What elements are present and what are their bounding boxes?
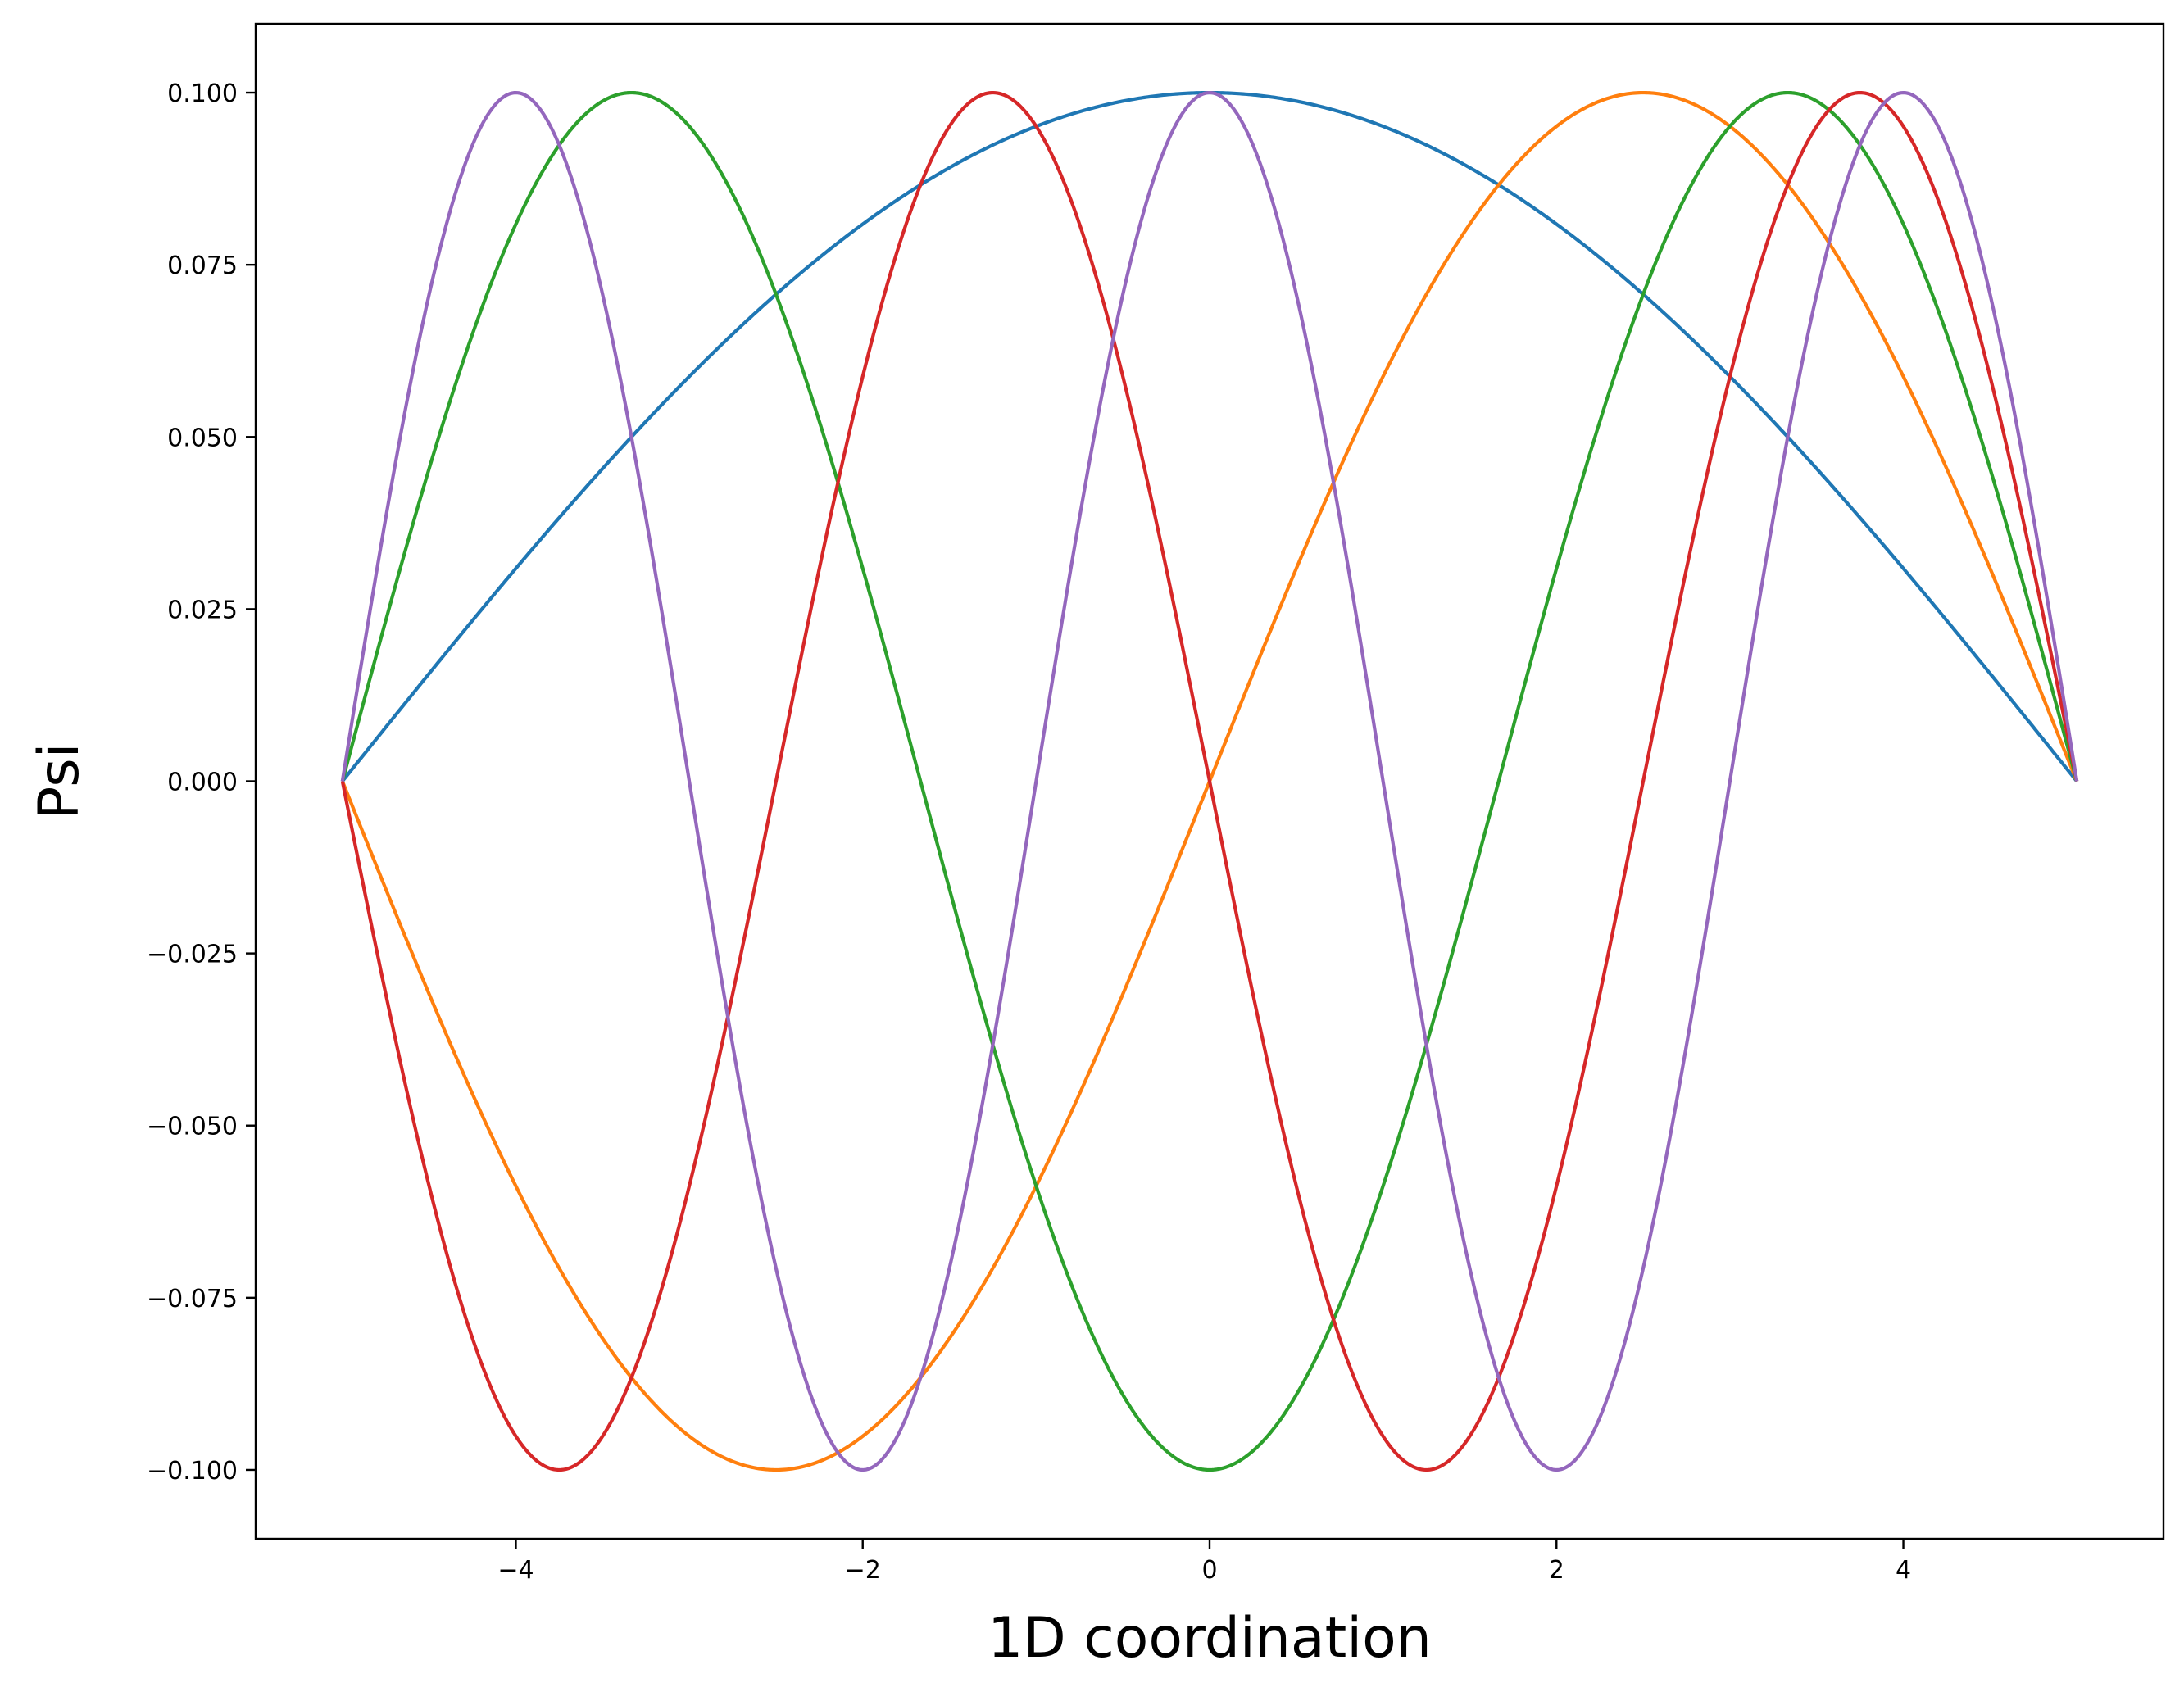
x-tick-label: −4 xyxy=(497,1556,534,1585)
x-tick-label: 0 xyxy=(1201,1556,1217,1585)
y-tick-label: 0.075 xyxy=(167,252,238,280)
y-tick-label: 0.100 xyxy=(167,79,238,108)
y-tick-label: −0.075 xyxy=(147,1285,238,1313)
x-axis-label: 1D coordination xyxy=(988,1606,1432,1671)
series-line-3 xyxy=(340,90,2079,1472)
x-tick-label: −2 xyxy=(845,1556,881,1585)
y-tick-label: −0.100 xyxy=(147,1457,238,1486)
series-layer xyxy=(340,90,2079,1472)
y-tick-label: −0.025 xyxy=(147,941,238,969)
x-tick-label: 2 xyxy=(1549,1556,1564,1585)
y-axis-label: Psi xyxy=(27,742,92,819)
series-line-5 xyxy=(340,90,2079,1472)
x-tick-label: 4 xyxy=(1896,1556,1911,1585)
y-tick-label: 0.000 xyxy=(167,769,238,797)
y-tick-label: −0.050 xyxy=(147,1113,238,1141)
y-tick-label: 0.025 xyxy=(167,596,238,624)
series-line-4 xyxy=(340,90,2079,1472)
y-tick-label: 0.050 xyxy=(167,424,238,452)
x-axis-ticks: −4 −2 0 2 4 xyxy=(497,1539,1911,1585)
y-axis-ticks: −0.100 −0.075 −0.050 −0.025 0.000 0.025 0.050 0… xyxy=(147,79,256,1486)
